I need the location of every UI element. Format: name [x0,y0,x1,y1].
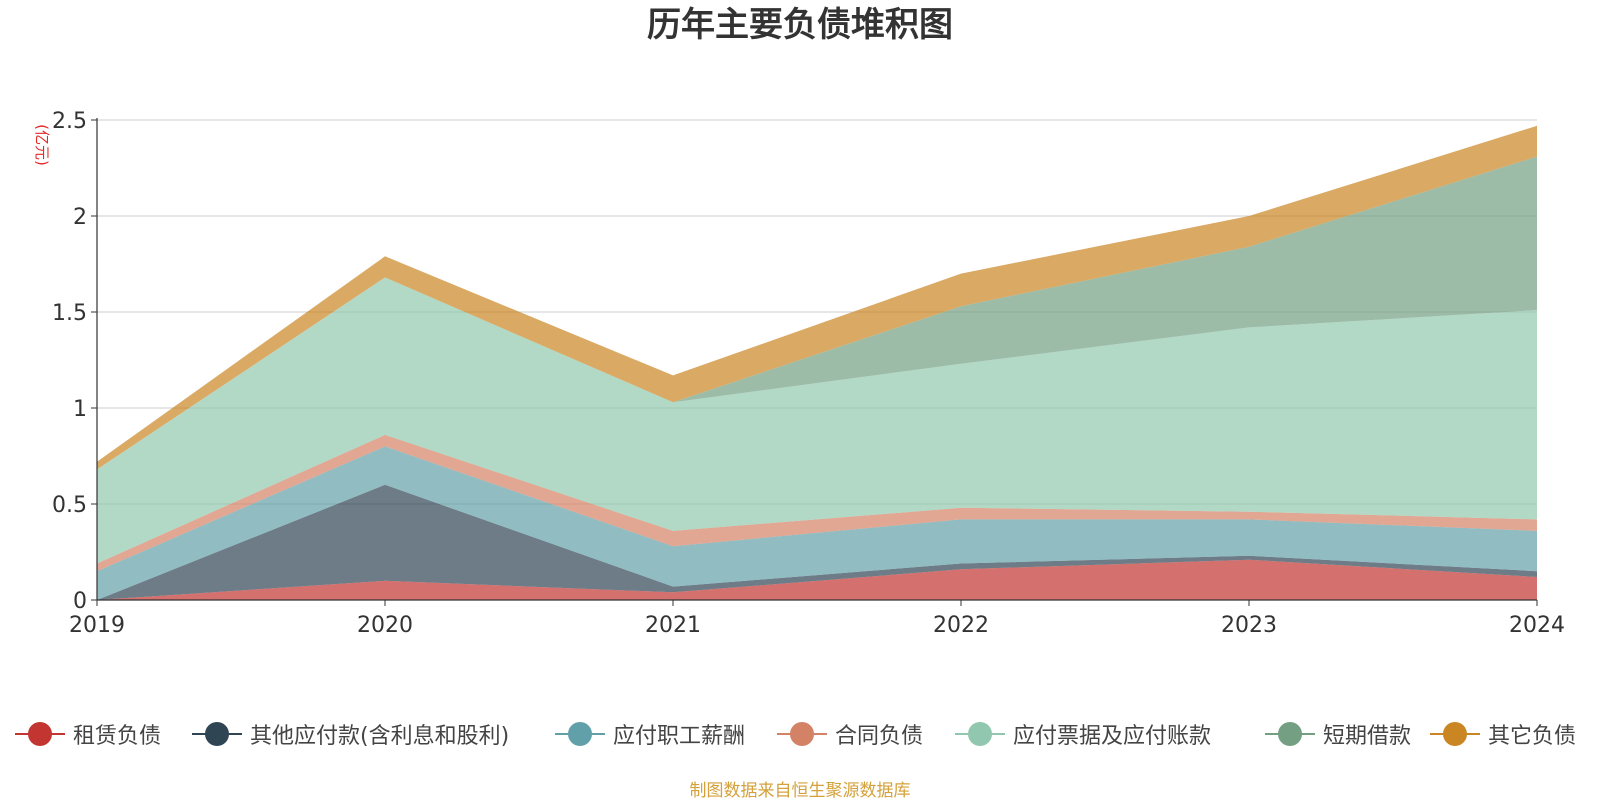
legend-marker-icon [15,719,65,749]
legend-item[interactable]: 应付票据及应付账款 [955,716,1211,752]
legend-item[interactable]: 合同负债 [777,716,923,752]
area-series-5 [97,156,1537,470]
legend-label: 应付职工薪酬 [613,724,746,749]
legend-item[interactable]: 短期借款 [1265,716,1411,752]
legend-label: 短期借款 [1323,724,1412,749]
y-tick-label: 1.5 [52,301,87,326]
legend-marker-icon [777,719,827,749]
legend-marker-icon [1430,719,1480,749]
area-series-3 [97,434,1537,572]
y-tick-label: 0.5 [52,493,87,518]
legend-marker-icon [955,719,1005,749]
y-tick-label: 0 [73,589,87,614]
x-tick-label: 2019 [69,613,125,638]
area-series-0 [97,559,1537,600]
area-series-1 [97,484,1537,600]
source-note: 制图数据来自恒生聚源数据库 [689,781,911,801]
legend-item[interactable]: 租赁负债 [15,716,161,752]
legend-label: 其他应付款(含利息和股利) [250,724,510,749]
series-areas [97,125,1537,600]
chart-title: 历年主要负债堆积图 [647,5,953,45]
legend-marker-icon [1265,719,1315,749]
x-tick-label: 2021 [645,613,701,638]
area-series-4 [97,277,1537,564]
legend-label: 合同负债 [835,724,924,749]
legend-label: 其它负债 [1488,724,1577,749]
x-tick-label: 2024 [1509,613,1565,638]
axes: 0 0.5 1 1.5 2 2.5 2019 2020 2021 2022 2023 2024 [52,109,1565,638]
x-tick-label: 2023 [1221,613,1277,638]
legend-label: 应付票据及应付账款 [1013,724,1212,749]
y-tick-label: 2 [73,205,87,230]
y-tick-label: 1 [73,397,87,422]
x-tick-label: 2022 [933,613,989,638]
y-axis-unit-label: (亿元) [33,124,51,166]
legend-item[interactable]: 其他应付款(含利息和股利) [192,716,509,752]
legend-label: 租赁负债 [73,724,162,749]
legend: 租赁负债 其他应付款(含利息和股利) 应付职工薪酬 合同负债 应付票据及应付账款 短期借款… [0,716,1600,752]
area-series-2 [97,446,1537,600]
y-tick-label: 2.5 [52,109,87,134]
legend-item[interactable]: 其它负债 [1430,716,1576,752]
legend-marker-icon [555,719,605,749]
legend-marker-icon [192,719,242,749]
x-tick-label: 2020 [357,613,413,638]
legend-item[interactable]: 应付职工薪酬 [555,716,745,752]
